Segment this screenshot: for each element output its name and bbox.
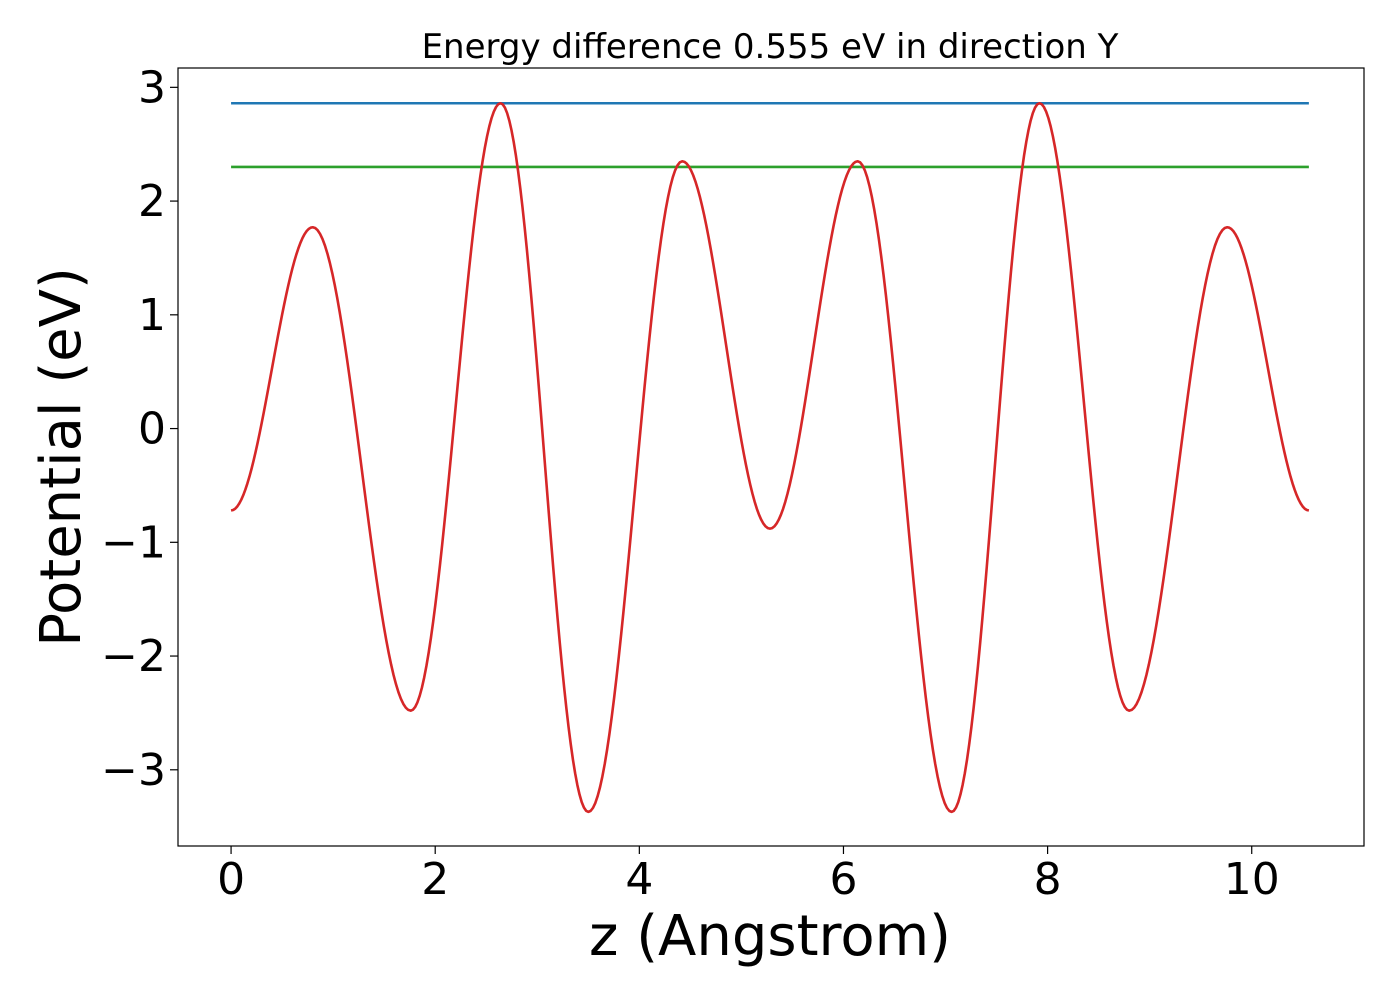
x-tick-label: 6: [829, 854, 857, 905]
y-tick-label: −1: [101, 517, 166, 568]
y-tick-label: 2: [138, 176, 166, 227]
y-tick-label: −2: [101, 631, 166, 682]
y-tick-label: −3: [101, 745, 166, 796]
chart-title: Energy difference 0.555 eV in direction …: [422, 27, 1119, 67]
y-axis-label: Potential (eV): [29, 267, 94, 647]
y-tick-label: 3: [138, 62, 166, 113]
y-tick-label: 0: [138, 404, 166, 455]
x-tick-label: 2: [421, 854, 449, 905]
series-line-3: [230, 101, 1310, 814]
x-axis-ticks: 0 2 4 6 8 10: [217, 846, 1280, 905]
axes-frame: [177, 67, 1365, 847]
x-axis-label: z (Angstrom): [589, 904, 951, 969]
y-axis-ticks: −3 −2 −1 0 1 2 3: [101, 62, 178, 796]
x-tick-label: 10: [1224, 854, 1280, 905]
x-tick-label: 0: [217, 854, 245, 905]
y-tick-label: 1: [138, 290, 166, 341]
plot-area: [230, 101, 1310, 814]
x-tick-label: 8: [1034, 854, 1062, 905]
x-tick-label: 4: [625, 854, 653, 905]
